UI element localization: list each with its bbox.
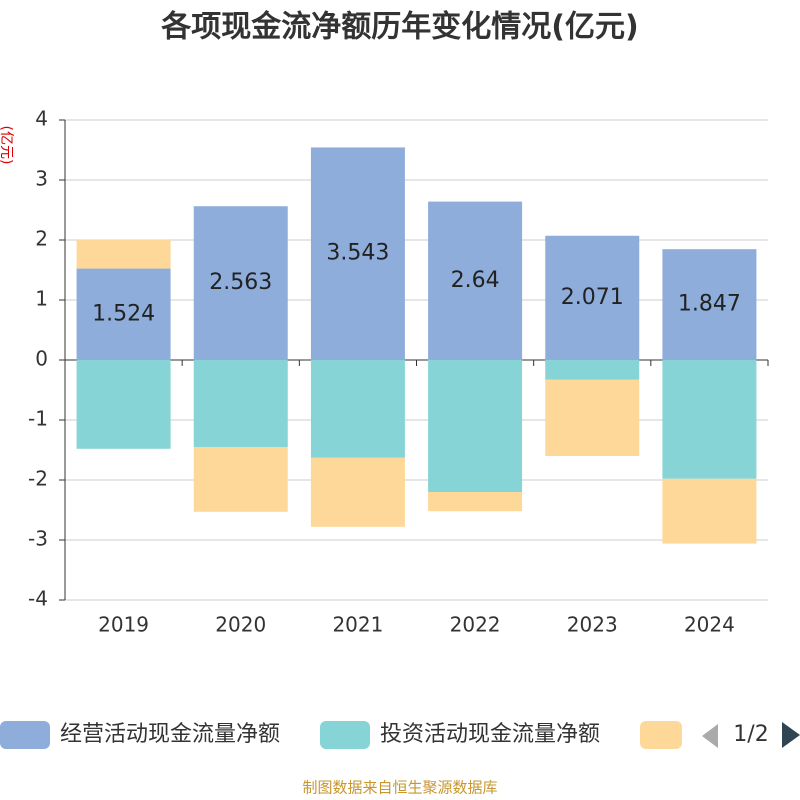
y-tick-label: 0 (35, 347, 48, 371)
bar (545, 360, 640, 380)
bar (428, 360, 523, 492)
bar (428, 201, 523, 360)
bar (545, 235, 640, 360)
bar (310, 457, 405, 527)
y-tick-label: 3 (35, 167, 48, 191)
bar (310, 147, 405, 360)
y-tick-label: 1 (35, 287, 48, 311)
legend-swatch (640, 721, 682, 749)
x-tick-label: 2024 (684, 613, 735, 637)
y-axis-label: (亿元) (0, 126, 14, 165)
bar (193, 447, 288, 512)
bar (76, 268, 171, 360)
data-label: 2.563 (209, 270, 272, 295)
legend-prev[interactable] (702, 724, 718, 748)
bar (545, 379, 640, 456)
y-tick-label: -1 (28, 407, 48, 431)
bar (310, 360, 405, 458)
data-label: 1.847 (678, 292, 741, 317)
x-tick-label: 2019 (98, 613, 149, 637)
data-label: 2.64 (451, 268, 500, 293)
bar (76, 239, 171, 269)
bar (662, 249, 757, 360)
y-tick-label: 4 (35, 107, 48, 131)
source: 制图数据来自恒生聚源数据库 (302, 779, 497, 797)
legend-next[interactable] (782, 722, 800, 748)
y-tick-label: 2 (35, 227, 48, 251)
data-label: 1.524 (92, 301, 155, 326)
x-tick-label: 2020 (215, 613, 266, 637)
chart-title: 各项现金流净额历年变化情况(亿元) (160, 10, 638, 45)
bar (76, 360, 171, 449)
x-tick-label: 2023 (567, 613, 618, 637)
bar (193, 206, 288, 360)
bar (662, 478, 757, 544)
y-tick-label: -4 (28, 587, 48, 611)
data-label: 3.543 (326, 241, 389, 266)
legend-swatch (0, 721, 50, 749)
bar (193, 360, 288, 447)
bar (662, 360, 757, 479)
y-tick-label: -3 (28, 527, 48, 551)
data-label: 2.071 (561, 285, 624, 310)
bar (428, 492, 523, 512)
x-tick-label: 2022 (450, 613, 501, 637)
legend-page: 1/2 (733, 722, 768, 747)
x-tick-label: 2021 (332, 613, 383, 637)
legend-label: 投资活动现金流量净额 (380, 722, 600, 747)
y-tick-label: -2 (28, 467, 48, 491)
legend-swatch (320, 721, 370, 749)
legend-label: 经营活动现金流量净额 (60, 722, 280, 747)
